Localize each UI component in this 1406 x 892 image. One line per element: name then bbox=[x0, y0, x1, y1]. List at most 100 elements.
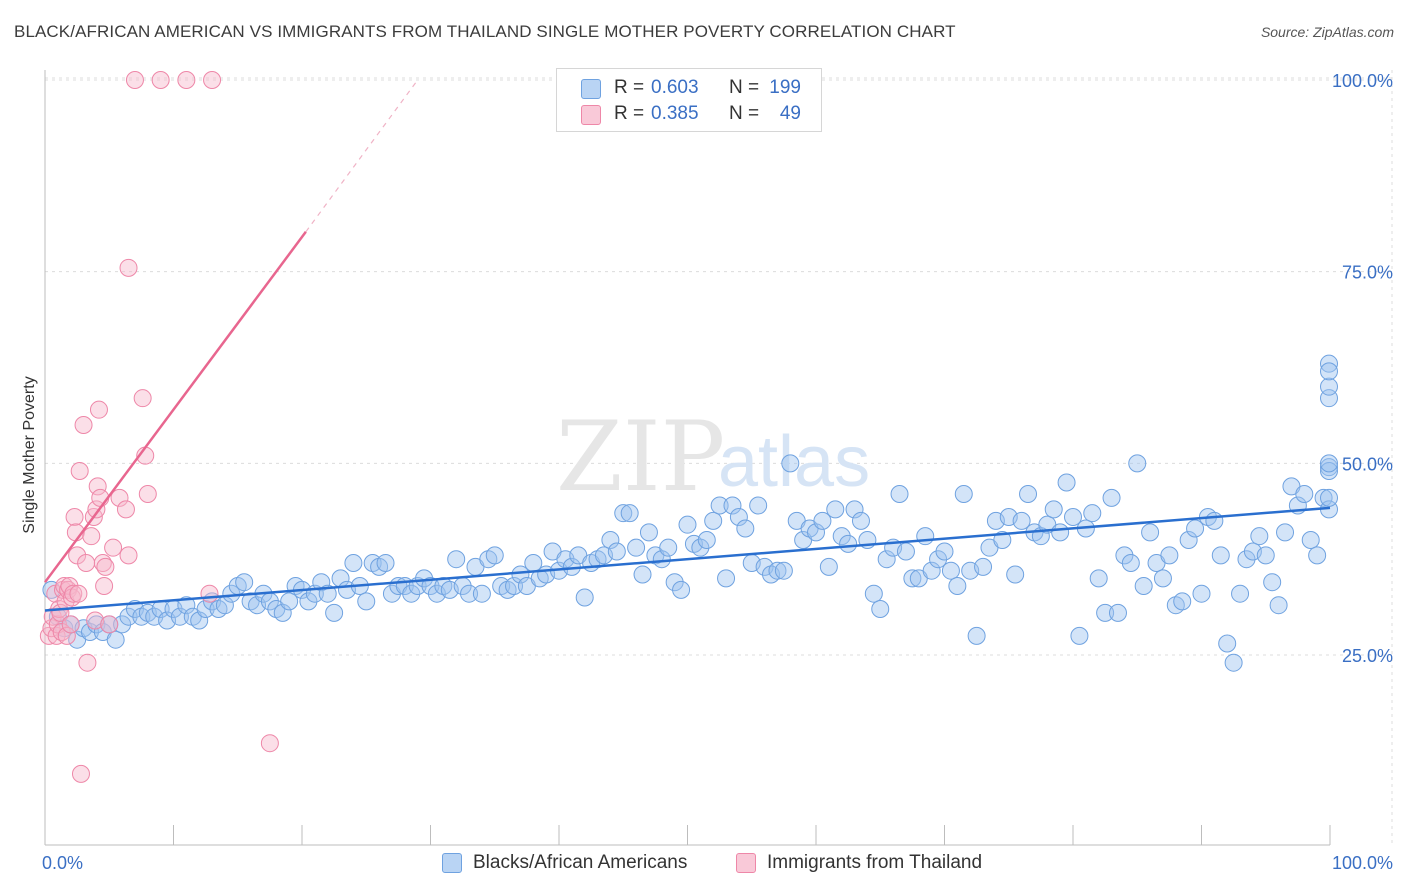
point-blacks bbox=[1320, 458, 1338, 477]
point-blacks bbox=[639, 523, 658, 542]
point-blacks bbox=[1308, 546, 1327, 565]
gridlines bbox=[45, 70, 1393, 845]
stats-legend: R = 0.603 N = 199 R = 0.385 N = 49 bbox=[556, 68, 822, 132]
point-thailand bbox=[82, 527, 101, 546]
point-blacks bbox=[235, 573, 254, 592]
point-blacks bbox=[620, 504, 639, 523]
point-blacks bbox=[1064, 508, 1082, 527]
point-blacks bbox=[697, 531, 716, 550]
point-thailand bbox=[78, 653, 97, 672]
point-thailand bbox=[57, 626, 76, 645]
x-tick-label-min: 0.0% bbox=[42, 853, 83, 873]
y-tick-label: 25.0% bbox=[1342, 646, 1393, 666]
point-blacks bbox=[1192, 584, 1211, 603]
point-blacks bbox=[472, 584, 491, 603]
point-blacks bbox=[1320, 462, 1338, 481]
point-blacks bbox=[678, 515, 697, 534]
point-blacks bbox=[1128, 454, 1147, 473]
point-thailand bbox=[77, 554, 96, 573]
point-blacks bbox=[113, 615, 132, 634]
point-blacks bbox=[344, 554, 363, 573]
point-thailand bbox=[95, 577, 114, 596]
point-blacks bbox=[1205, 511, 1224, 530]
legend-swatch-pink bbox=[581, 105, 601, 125]
point-blacks bbox=[890, 485, 909, 504]
point-blacks bbox=[1006, 565, 1025, 584]
point-blacks bbox=[954, 485, 973, 504]
point-blacks bbox=[106, 630, 125, 649]
trendline-thailand-extension bbox=[305, 79, 419, 233]
point-blacks bbox=[717, 569, 736, 588]
point-blacks bbox=[1160, 546, 1179, 565]
point-blacks bbox=[1173, 592, 1192, 611]
point-thailand bbox=[110, 488, 129, 507]
legend-swatch-blue bbox=[581, 79, 601, 99]
point-thailand bbox=[88, 477, 107, 496]
point-blacks bbox=[935, 542, 954, 561]
r-value: 0.603 bbox=[651, 77, 699, 98]
point-blacks bbox=[1153, 569, 1172, 588]
point-blacks bbox=[190, 611, 209, 630]
point-blacks bbox=[851, 511, 870, 530]
point-blacks bbox=[1263, 573, 1282, 592]
point-blacks bbox=[1083, 504, 1102, 523]
point-blacks bbox=[729, 508, 748, 527]
point-blacks bbox=[575, 588, 594, 607]
point-thailand bbox=[260, 734, 279, 753]
point-thailand bbox=[69, 584, 88, 603]
point-blacks bbox=[627, 538, 646, 557]
point-blacks bbox=[1179, 531, 1198, 550]
point-blacks bbox=[672, 580, 691, 599]
point-blacks bbox=[704, 511, 723, 530]
point-blacks bbox=[948, 577, 967, 596]
legend-label-thailand: Immigrants from Thailand bbox=[767, 852, 983, 873]
point-blacks bbox=[1108, 603, 1127, 622]
point-blacks bbox=[774, 561, 793, 580]
point-blacks bbox=[1320, 362, 1338, 381]
point-thailand bbox=[96, 557, 115, 576]
point-blacks bbox=[1115, 546, 1134, 565]
point-blacks bbox=[1019, 485, 1038, 504]
point-blacks bbox=[325, 603, 344, 622]
point-blacks bbox=[665, 573, 684, 592]
n-label: N = bbox=[729, 103, 760, 124]
n-value: 49 bbox=[779, 103, 801, 124]
point-blacks bbox=[922, 561, 941, 580]
point-blacks bbox=[177, 596, 196, 615]
point-thailand bbox=[151, 71, 170, 89]
point-thailand bbox=[125, 71, 144, 89]
point-blacks bbox=[1301, 531, 1320, 550]
point-blacks bbox=[845, 500, 864, 519]
point-blacks bbox=[1314, 488, 1333, 507]
point-blacks bbox=[864, 584, 883, 603]
trendline-blacks bbox=[44, 506, 1331, 612]
chart-title: BLACK/AFRICAN AMERICAN VS IMMIGRANTS FRO… bbox=[14, 22, 956, 41]
point-thailand bbox=[104, 538, 123, 557]
watermark-atlas: atlas bbox=[718, 422, 870, 502]
watermark-zip: ZIP bbox=[556, 401, 725, 513]
point-blacks bbox=[871, 600, 890, 619]
point-blacks bbox=[1051, 523, 1070, 542]
point-blacks bbox=[357, 592, 376, 611]
point-thailand bbox=[61, 615, 80, 634]
x-tick-label-max: 100.0% bbox=[1332, 853, 1393, 873]
point-blacks bbox=[941, 561, 960, 580]
point-blacks bbox=[607, 542, 626, 561]
point-blacks bbox=[1134, 577, 1153, 596]
point-blacks bbox=[832, 527, 851, 546]
point-thailand bbox=[70, 462, 89, 481]
point-blacks bbox=[659, 538, 678, 557]
point-blacks bbox=[916, 527, 935, 546]
point-blacks bbox=[807, 523, 825, 542]
point-blacks bbox=[1320, 377, 1338, 396]
point-thailand bbox=[86, 611, 105, 630]
point-thailand bbox=[65, 508, 84, 527]
legend-label-blacks: Blacks/African Americans bbox=[473, 852, 688, 873]
axes bbox=[44, 70, 1331, 846]
point-blacks bbox=[1070, 626, 1089, 645]
point-thailand bbox=[87, 500, 106, 519]
point-blacks bbox=[781, 454, 800, 473]
legend-swatch-pink bbox=[736, 853, 756, 873]
point-blacks bbox=[1141, 523, 1160, 542]
